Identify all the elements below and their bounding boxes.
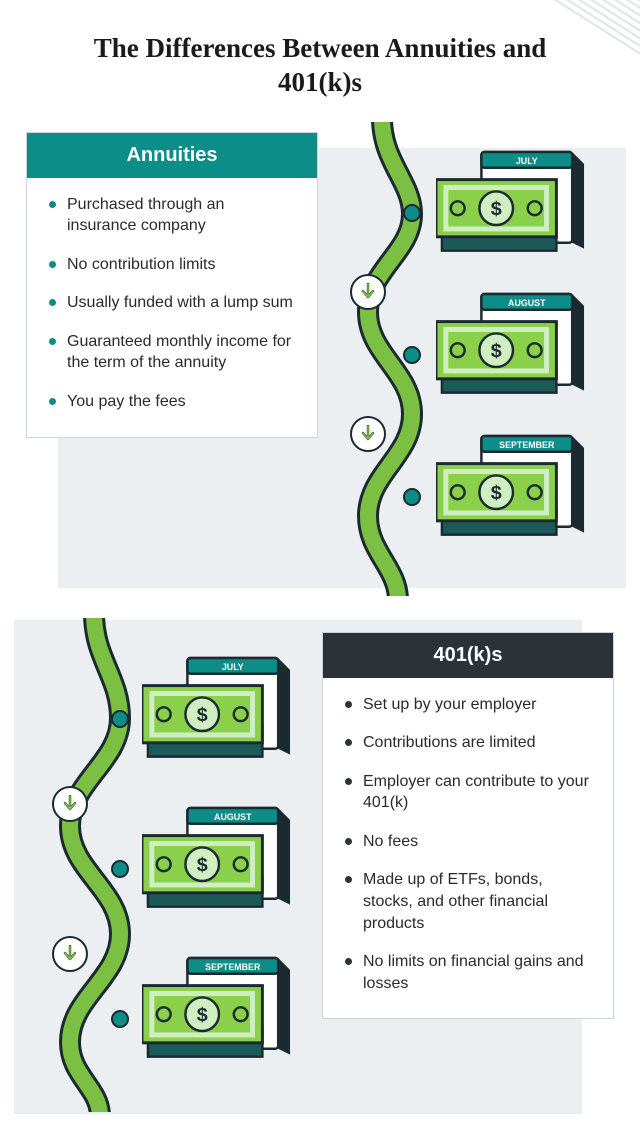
annuities-card: Annuities Purchased through an insurance…: [26, 132, 318, 438]
calendar-money-icon: JULY: [142, 656, 292, 770]
timeline-dot: [111, 1010, 129, 1028]
list-item: Guaranteed monthly income for the term o…: [49, 331, 297, 374]
annuities-timeline: JULY AUGUST SEPTEMBER: [336, 124, 620, 594]
annuities-body: Purchased through an insurance company N…: [27, 178, 317, 437]
calendar-money-icon: JULY: [436, 150, 586, 264]
timeline-dot: [403, 346, 421, 364]
arrow-down-icon: [52, 936, 88, 972]
timeline-dot: [403, 488, 421, 506]
section-annuities: Annuities Purchased through an insurance…: [20, 124, 620, 594]
list-item: No limits on financial gains and losses: [345, 951, 593, 994]
list-item: No fees: [345, 831, 593, 853]
calendar-month-label: SEPTEMBER: [205, 961, 261, 971]
401ks-header: 401(k)s: [323, 633, 613, 678]
calendar-month-label: AUGUST: [508, 297, 546, 307]
corner-hatch: [520, 0, 640, 80]
list-item: You pay the fees: [49, 391, 297, 413]
401ks-timeline: JULY AUGUST SEPTEMBER: [30, 620, 314, 1110]
arrow-down-icon: [350, 274, 386, 310]
list-item: Purchased through an insurance company: [49, 194, 297, 237]
calendar-money-icon: SEPTEMBER: [436, 434, 586, 548]
calendar-month-label: JULY: [516, 155, 538, 165]
arrow-down-icon: [350, 416, 386, 452]
calendar-money-icon: AUGUST: [142, 806, 292, 920]
list-item: Set up by your employer: [345, 694, 593, 716]
calendar-month-label: AUGUST: [214, 811, 252, 821]
calendar-month-label: SEPTEMBER: [499, 439, 555, 449]
401ks-card: 401(k)s Set up by your employer Contribu…: [322, 632, 614, 1020]
list-item: No contribution limits: [49, 254, 297, 276]
list-item: Contributions are limited: [345, 732, 593, 754]
401ks-body: Set up by your employer Contributions ar…: [323, 678, 613, 1019]
section-401ks: 401(k)s Set up by your employer Contribu…: [20, 620, 620, 1110]
calendar-money-icon: SEPTEMBER: [142, 956, 292, 1070]
timeline-dot: [111, 860, 129, 878]
calendar-month-label: JULY: [222, 661, 244, 671]
list-item: Made up of ETFs, bonds, stocks, and othe…: [345, 869, 593, 934]
calendar-money-icon: AUGUST: [436, 292, 586, 406]
arrow-down-icon: [52, 786, 88, 822]
timeline-dot: [111, 710, 129, 728]
annuities-header: Annuities: [27, 133, 317, 178]
timeline-dot: [403, 204, 421, 222]
list-item: Usually funded with a lump sum: [49, 292, 297, 314]
list-item: Employer can contribute to your 401(k): [345, 771, 593, 814]
